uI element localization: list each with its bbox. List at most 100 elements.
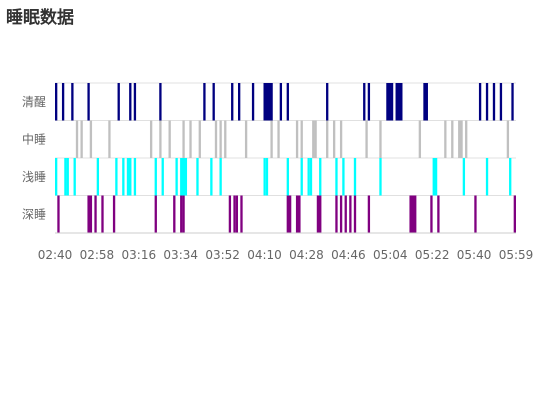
sleep-segment bbox=[108, 120, 111, 158]
sleep-segment bbox=[126, 158, 132, 196]
sleep-segment bbox=[251, 83, 255, 121]
lane-label: 中睡 bbox=[22, 131, 46, 146]
sleep-segment bbox=[339, 120, 343, 158]
sleep-segment bbox=[367, 83, 371, 121]
sleep-segment bbox=[212, 83, 215, 121]
sleep-segment bbox=[379, 120, 382, 158]
sleep-segment bbox=[295, 120, 299, 158]
x-tick-label: 02:40 bbox=[38, 248, 73, 262]
sleep-segment bbox=[309, 158, 313, 196]
sleep-segment bbox=[379, 158, 382, 196]
sleep-segment bbox=[270, 120, 273, 158]
sleep-segment bbox=[307, 158, 310, 196]
sleep-segment bbox=[344, 195, 347, 233]
sleep-segment bbox=[444, 120, 447, 158]
sleep-segment bbox=[353, 158, 357, 196]
x-tick-label: 05:59 bbox=[499, 248, 534, 262]
sleep-segment bbox=[430, 195, 433, 233]
sleep-segment bbox=[499, 83, 503, 121]
sleep-segment bbox=[451, 120, 454, 158]
x-tick-label: 02:58 bbox=[80, 248, 115, 262]
sleep-segment bbox=[492, 83, 496, 121]
sleep-segment bbox=[129, 83, 132, 121]
sleep-segment bbox=[115, 158, 118, 196]
sleep-segment bbox=[203, 83, 206, 121]
sleep-segment bbox=[75, 120, 79, 158]
sleep-segment bbox=[173, 195, 176, 233]
sleep-segment bbox=[214, 120, 218, 158]
sleep-segment bbox=[263, 158, 266, 196]
sleep-segment bbox=[231, 83, 234, 121]
sleep-segment bbox=[73, 158, 76, 196]
lane-label: 清醒 bbox=[22, 95, 46, 109]
sleep-segment bbox=[286, 83, 289, 121]
sleep-segment bbox=[133, 83, 137, 121]
sleep-segment bbox=[233, 195, 236, 233]
sleep-segment bbox=[219, 120, 222, 158]
sleep-segment bbox=[175, 158, 178, 196]
sleep-segment bbox=[485, 83, 489, 121]
sleep-segment bbox=[485, 158, 489, 196]
sleep-segment bbox=[395, 83, 403, 121]
sleep-segment bbox=[511, 83, 514, 121]
sleep-segment bbox=[55, 83, 58, 121]
sleep-segment bbox=[319, 158, 322, 196]
sleep-segment bbox=[122, 158, 125, 196]
sleep-segment bbox=[66, 158, 69, 196]
sleep-segment bbox=[94, 195, 97, 233]
sleep-segment bbox=[462, 158, 466, 196]
sleep-segment bbox=[342, 158, 345, 196]
sleep-segment bbox=[133, 158, 137, 196]
sleep-segment bbox=[513, 195, 516, 233]
sleep-segment bbox=[224, 120, 227, 158]
sleep-segment bbox=[55, 158, 58, 196]
sleep-segment bbox=[286, 158, 289, 196]
sleep-segment bbox=[235, 195, 239, 233]
sleep-segment bbox=[219, 158, 222, 196]
sleep-segment bbox=[87, 195, 93, 233]
sleep-segment bbox=[277, 120, 280, 158]
sleep-segment bbox=[474, 195, 477, 233]
x-tick-label: 04:10 bbox=[247, 248, 282, 262]
sleep-segment bbox=[189, 120, 192, 158]
sleep-segment bbox=[335, 158, 338, 196]
sleep-segment bbox=[279, 83, 283, 121]
lane-label: 浅睡 bbox=[22, 170, 46, 184]
sleep-segment bbox=[367, 195, 371, 233]
sleep-segment bbox=[238, 83, 241, 121]
x-tick-label: 05:22 bbox=[415, 248, 450, 262]
sleep-segment bbox=[332, 120, 336, 158]
sleep-segment bbox=[300, 120, 303, 158]
sleep-segment bbox=[458, 120, 463, 158]
sleep-segment bbox=[365, 120, 368, 158]
sleep-segment bbox=[180, 158, 188, 196]
sleep-segment bbox=[326, 83, 329, 121]
sleep-segment bbox=[64, 158, 67, 196]
sleep-segment bbox=[295, 195, 301, 233]
sleep-segment bbox=[240, 195, 243, 233]
sleep-segment bbox=[61, 83, 65, 121]
sleep-segment bbox=[182, 120, 185, 158]
x-tick-label: 03:34 bbox=[163, 248, 198, 262]
sleep-segment bbox=[265, 158, 269, 196]
sleep-segment bbox=[180, 195, 183, 233]
sleep-segment bbox=[263, 83, 273, 121]
sleep-segment bbox=[149, 120, 153, 158]
sleep-segment bbox=[437, 195, 440, 233]
sleep-segment bbox=[198, 120, 201, 158]
sleep-segment bbox=[159, 83, 162, 121]
sleep-segment bbox=[154, 195, 157, 233]
lane-label: 深睡 bbox=[22, 207, 46, 221]
sleep-segment bbox=[478, 83, 482, 121]
sleep-segment bbox=[353, 195, 357, 233]
sleep-segment bbox=[339, 195, 343, 233]
sleep-segment bbox=[432, 158, 438, 196]
sleep-segment bbox=[228, 195, 232, 233]
sleep-segment bbox=[168, 120, 171, 158]
sleep-segment bbox=[117, 83, 120, 121]
sleep-segment bbox=[326, 120, 329, 158]
sleep-segment bbox=[300, 158, 303, 196]
sleep-segment bbox=[314, 120, 317, 158]
sleep-segment bbox=[159, 120, 162, 158]
sleep-segment bbox=[89, 120, 93, 158]
